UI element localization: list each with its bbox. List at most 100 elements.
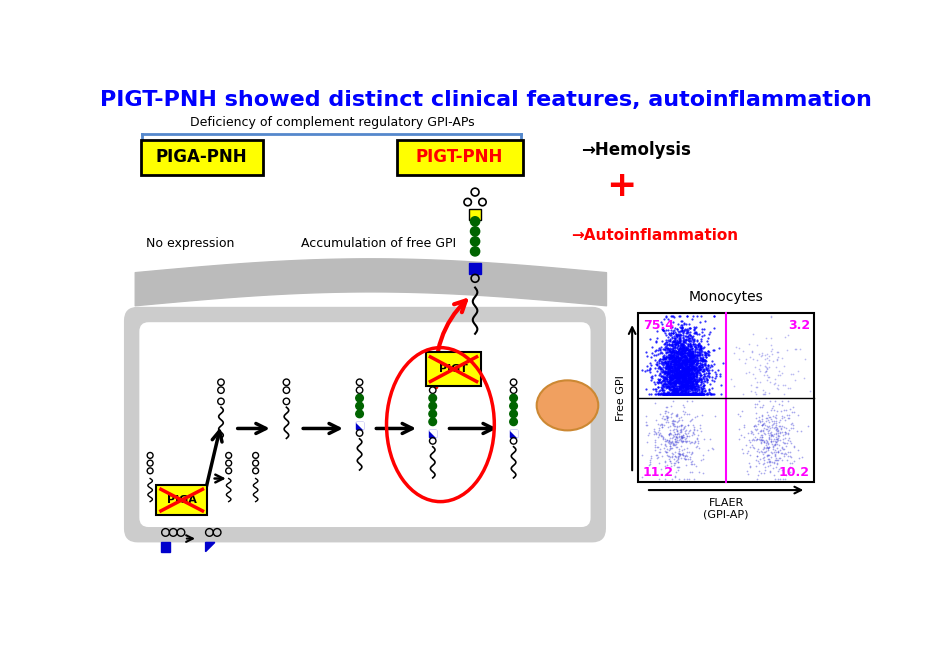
Point xyxy=(687,322,702,333)
Point xyxy=(665,380,681,390)
Point xyxy=(679,382,694,393)
Point xyxy=(660,369,675,380)
Point xyxy=(675,389,690,400)
Point xyxy=(668,368,684,379)
Point xyxy=(675,371,690,381)
Point xyxy=(660,389,675,400)
Point xyxy=(675,374,690,384)
Point xyxy=(666,421,682,431)
Point xyxy=(651,357,666,368)
Point xyxy=(675,373,690,383)
Point xyxy=(673,432,688,443)
Point xyxy=(661,364,676,374)
Point xyxy=(679,357,694,368)
Point xyxy=(653,388,668,398)
Point xyxy=(669,389,684,399)
Point xyxy=(675,359,690,369)
Point xyxy=(689,355,704,365)
Point xyxy=(670,318,685,329)
Point xyxy=(680,335,695,345)
Point xyxy=(687,389,702,400)
Point xyxy=(664,389,679,400)
Point xyxy=(687,385,702,396)
Point xyxy=(770,346,785,357)
Point xyxy=(682,367,697,378)
Point xyxy=(664,348,679,358)
Point xyxy=(678,365,693,376)
Point xyxy=(672,349,687,359)
Point xyxy=(665,389,680,400)
Point xyxy=(647,355,663,365)
Point xyxy=(698,357,713,368)
Point xyxy=(665,374,680,385)
Point xyxy=(638,421,653,431)
Point xyxy=(665,346,681,356)
Point xyxy=(649,453,665,464)
Point xyxy=(768,396,783,406)
Point xyxy=(757,464,773,475)
Point xyxy=(676,369,691,380)
Point xyxy=(673,389,688,400)
Point xyxy=(683,344,698,354)
Point xyxy=(659,374,674,384)
Point xyxy=(653,347,668,357)
Point xyxy=(762,441,777,452)
Point xyxy=(679,437,694,447)
Point xyxy=(656,382,671,393)
Point xyxy=(764,421,779,431)
Point xyxy=(745,439,760,450)
Point xyxy=(677,367,692,378)
Point xyxy=(775,380,791,391)
Point xyxy=(752,434,767,445)
Point xyxy=(655,353,670,364)
Point xyxy=(674,350,689,361)
Point xyxy=(691,380,706,391)
Point xyxy=(665,439,681,449)
Point xyxy=(665,385,681,395)
Point xyxy=(757,386,773,396)
Point xyxy=(670,337,685,347)
Point xyxy=(679,389,694,400)
Point xyxy=(682,389,697,400)
Point xyxy=(687,389,702,400)
Point xyxy=(692,341,707,352)
Point xyxy=(659,389,674,400)
Point xyxy=(675,366,690,376)
Point xyxy=(647,363,663,373)
Point xyxy=(671,389,686,400)
Point xyxy=(778,428,793,439)
Point xyxy=(656,368,671,379)
Point xyxy=(656,389,671,400)
Point xyxy=(679,356,694,367)
Point xyxy=(695,389,710,400)
Point xyxy=(679,330,694,340)
Point xyxy=(694,389,709,400)
Point xyxy=(681,375,696,385)
Point xyxy=(758,361,774,372)
Point xyxy=(663,346,678,356)
Point xyxy=(674,389,689,400)
Point xyxy=(669,374,684,385)
Point xyxy=(706,311,721,322)
Point xyxy=(666,333,682,343)
Point xyxy=(691,361,706,371)
Point xyxy=(675,389,690,400)
Point xyxy=(661,352,676,363)
Point xyxy=(738,368,754,378)
Point xyxy=(681,365,696,375)
Point xyxy=(665,352,681,362)
Point xyxy=(690,360,705,370)
Point xyxy=(659,413,674,423)
Point xyxy=(672,389,687,399)
Point xyxy=(684,389,699,400)
Point xyxy=(759,363,775,374)
Point xyxy=(761,441,776,452)
Point xyxy=(680,362,695,372)
Point xyxy=(662,428,677,438)
Point xyxy=(666,357,682,367)
Point xyxy=(684,370,700,381)
Point xyxy=(670,370,685,381)
Point xyxy=(671,378,686,389)
Point xyxy=(679,357,694,367)
Point xyxy=(690,436,705,447)
